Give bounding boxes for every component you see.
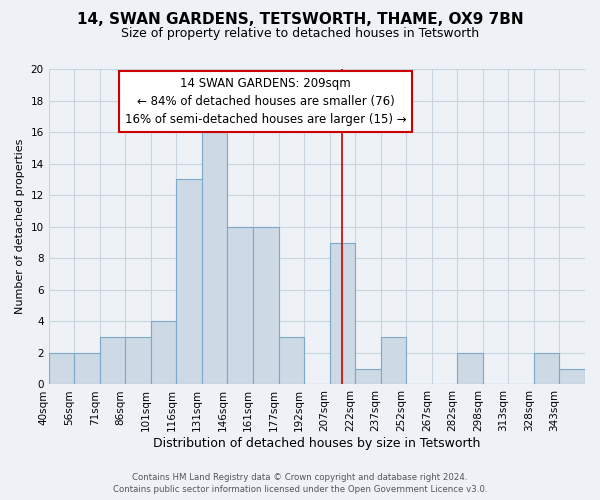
Text: Contains HM Land Registry data © Crown copyright and database right 2024.
Contai: Contains HM Land Registry data © Crown c…	[113, 472, 487, 494]
Bar	[278, 337, 304, 384]
Bar	[49, 353, 74, 384]
Bar	[100, 337, 125, 384]
Bar	[253, 226, 278, 384]
Bar	[74, 353, 100, 384]
Bar	[125, 337, 151, 384]
Text: 14, SWAN GARDENS, TETSWORTH, THAME, OX9 7BN: 14, SWAN GARDENS, TETSWORTH, THAME, OX9 …	[77, 12, 523, 28]
Bar	[176, 180, 202, 384]
Bar	[329, 242, 355, 384]
Bar	[457, 353, 483, 384]
Text: 14 SWAN GARDENS: 209sqm
← 84% of detached houses are smaller (76)
16% of semi-de: 14 SWAN GARDENS: 209sqm ← 84% of detache…	[125, 77, 407, 126]
Y-axis label: Number of detached properties: Number of detached properties	[15, 139, 25, 314]
Bar	[227, 226, 253, 384]
Bar	[559, 368, 585, 384]
Bar	[202, 132, 227, 384]
Bar	[355, 368, 380, 384]
Bar	[151, 322, 176, 384]
Bar	[380, 337, 406, 384]
Bar	[534, 353, 559, 384]
Text: Size of property relative to detached houses in Tetsworth: Size of property relative to detached ho…	[121, 28, 479, 40]
X-axis label: Distribution of detached houses by size in Tetsworth: Distribution of detached houses by size …	[153, 437, 481, 450]
